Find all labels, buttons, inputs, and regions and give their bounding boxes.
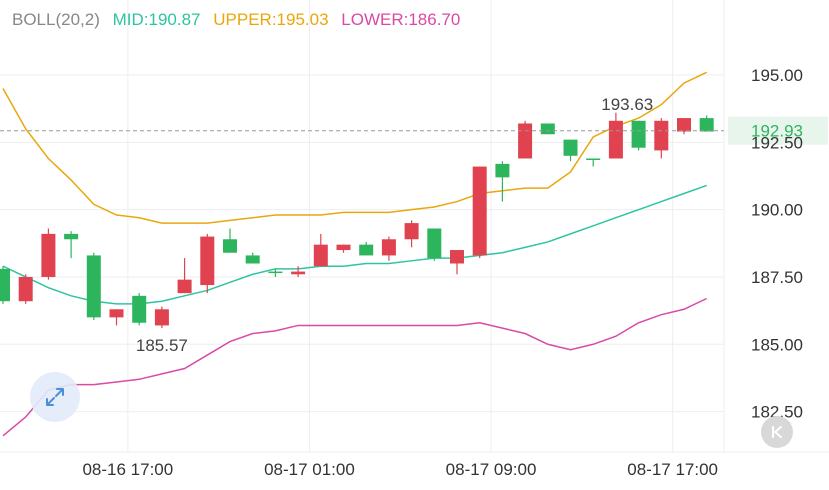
x-tick-label: 08-17 09:00 — [446, 460, 537, 479]
candle-body — [699, 118, 714, 132]
candle-body — [64, 233, 79, 240]
grid-lines — [0, 0, 829, 453]
candle-body — [245, 255, 260, 264]
candle-body — [132, 295, 147, 323]
candle-body — [268, 271, 283, 274]
candle-body — [18, 276, 33, 302]
expand-arrows-icon — [46, 388, 64, 406]
upper-band-line — [2, 71, 708, 224]
candle-body — [291, 271, 306, 275]
x-tick-label: 08-16 17:00 — [82, 460, 173, 479]
legend-mid: MID:190.87 — [112, 10, 201, 29]
candle-body — [495, 163, 510, 178]
legend-lower: LOWER:186.70 — [341, 10, 461, 29]
price-axis: 195.00 192.50 190.00 187.50 185.00 182.50 — [751, 66, 803, 422]
candle-body — [86, 255, 101, 318]
x-tick-label: 08-17 17:00 — [627, 460, 718, 479]
lower-band-line — [2, 297, 708, 437]
candle-body — [177, 279, 192, 294]
candle-body — [154, 309, 169, 326]
candle-body — [336, 244, 351, 251]
candle-body — [677, 118, 691, 132]
candle-body — [41, 233, 56, 277]
candle-body — [109, 309, 124, 318]
candle-body — [313, 244, 328, 267]
candle-body — [450, 250, 464, 264]
x-tick-label: 08-17 01:00 — [264, 460, 355, 479]
y-tick-label: 190.00 — [751, 201, 803, 220]
candle-body — [631, 120, 646, 148]
candle-body — [404, 223, 419, 240]
candle-body — [0, 268, 10, 302]
legend-upper: UPPER:195.03 — [213, 10, 329, 29]
y-tick-label: 192.50 — [751, 133, 803, 152]
extreme-price-label: 185.57 — [136, 336, 188, 355]
scroll-to-start-button[interactable] — [761, 416, 793, 448]
y-tick-label: 182.50 — [751, 403, 803, 422]
extreme-price-label: 193.63 — [601, 95, 653, 114]
bollinger-bands — [2, 71, 708, 437]
legend-indicator: BOLL(20,2) — [12, 10, 100, 29]
current-price-box — [728, 116, 828, 145]
candle-body — [359, 244, 374, 256]
y-tick-label: 185.00 — [751, 335, 803, 354]
current-price-label: 192.93 — [751, 122, 803, 141]
boll-legend: BOLL(20,2) MID:190.87 UPPER:195.03 LOWER… — [12, 10, 468, 30]
expand-chart-button[interactable] — [30, 372, 80, 422]
y-tick-label: 187.50 — [751, 268, 803, 287]
time-axis: 08-16 17:00 08-17 01:00 08-17 09:00 08-17 1… — [82, 460, 718, 479]
price-overlay: 192.93 193.63 185.57 — [0, 95, 828, 355]
candles — [0, 112, 714, 329]
candle-body — [223, 239, 237, 253]
candle-body — [540, 123, 555, 135]
candle-body — [518, 123, 533, 159]
candle-body — [381, 239, 396, 256]
candle-body — [427, 228, 442, 259]
candle-body — [563, 139, 578, 156]
candle-body — [472, 166, 487, 256]
candle-body — [654, 120, 669, 151]
candle-body — [586, 158, 601, 160]
skip-back-icon — [772, 426, 782, 438]
candle-body — [200, 236, 215, 286]
mid-band-line — [2, 184, 707, 305]
candle-body — [608, 120, 623, 159]
y-tick-label: 195.00 — [751, 66, 803, 85]
